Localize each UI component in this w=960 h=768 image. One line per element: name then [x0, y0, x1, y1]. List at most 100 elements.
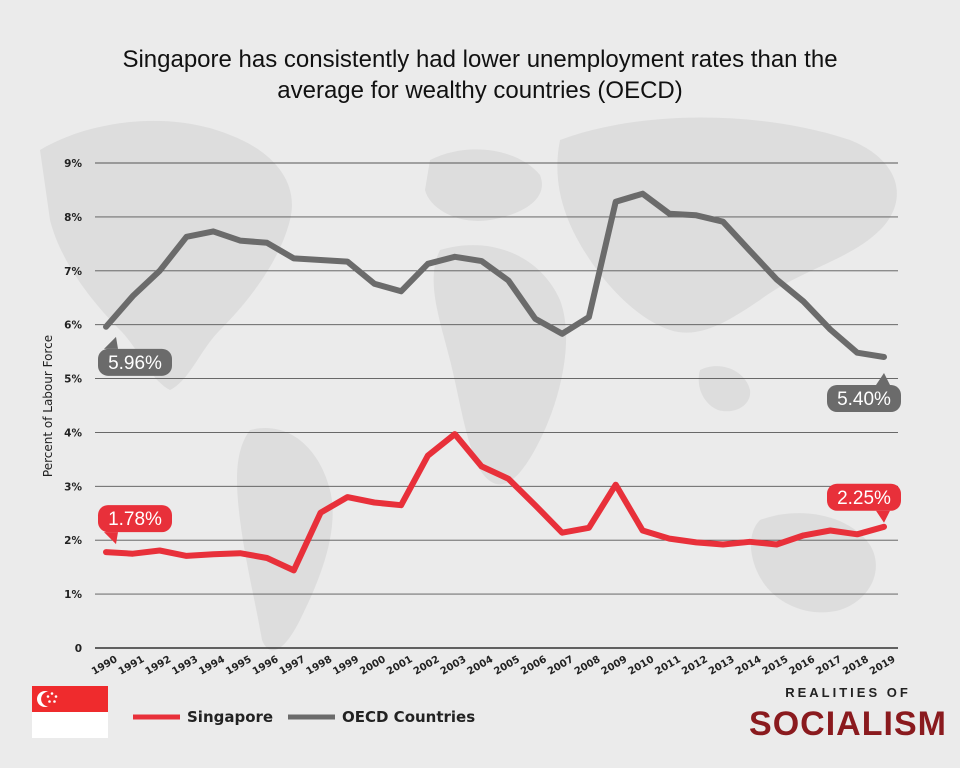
gridlines — [95, 162, 898, 649]
x-tick-label: 2013 — [707, 654, 737, 677]
callout-oecd-1990: 5.96% — [98, 336, 172, 376]
data-point — [721, 220, 725, 224]
callout-label: 2.25% — [837, 488, 891, 509]
callout-box — [827, 483, 901, 511]
data-point — [238, 551, 242, 555]
callout-oecd-2019: 5.40% — [827, 373, 901, 412]
x-tick-label: 2019 — [868, 654, 898, 677]
data-point — [641, 192, 645, 196]
x-tick-label: 1990 — [90, 654, 120, 677]
x-tick-label: 2006 — [519, 654, 549, 677]
x-tick-label: 2003 — [439, 654, 469, 677]
data-point — [748, 249, 752, 253]
data-point — [399, 503, 403, 507]
x-tick-label: 2010 — [626, 654, 656, 677]
data-point — [184, 235, 188, 239]
x-tick-label: 2014 — [734, 654, 764, 677]
y-tick-label: 1% — [64, 589, 82, 601]
data-point — [721, 543, 725, 547]
realities-of-socialism-logo: REALITIES OF SOCIALISM — [749, 685, 946, 743]
callout-box — [98, 505, 172, 533]
data-point — [426, 262, 430, 266]
x-tick-label: 2005 — [492, 654, 522, 677]
x-tick-label: 1995 — [224, 654, 254, 677]
data-point — [828, 328, 832, 332]
series-line-oecd — [103, 190, 887, 360]
callout-singapore-1990: 1.78% — [98, 505, 172, 545]
data-point — [614, 200, 618, 204]
data-point — [345, 260, 349, 264]
data-point — [292, 256, 296, 260]
callout-pointer — [876, 373, 890, 385]
data-point — [560, 531, 564, 535]
x-tick-label: 2004 — [466, 654, 496, 677]
x-tick-label: 1993 — [170, 654, 200, 677]
data-point — [104, 550, 108, 554]
data-point — [587, 526, 591, 530]
data-point — [399, 289, 403, 293]
x-tick-label: 2016 — [787, 654, 817, 677]
y-tick-label: 6% — [64, 320, 82, 332]
legend-label-oecd: OECD Countries — [342, 708, 475, 726]
world-map-background — [40, 117, 897, 651]
data-point — [158, 269, 162, 273]
legend: Singapore OECD Countries — [133, 708, 475, 726]
x-tick-label: 2017 — [814, 654, 844, 677]
callout-label: 5.96% — [108, 353, 162, 374]
data-point — [506, 278, 510, 282]
callout-label: 1.78% — [108, 509, 162, 530]
x-tick-label: 2001 — [385, 654, 415, 677]
callout-pointer — [104, 336, 118, 349]
data-point — [641, 529, 645, 533]
data-point — [855, 351, 859, 355]
logo-text-top: REALITIES OF — [785, 685, 911, 700]
callout-label: 5.40% — [837, 389, 891, 410]
x-tick-label: 2000 — [358, 654, 388, 677]
x-tick-label: 2015 — [761, 654, 791, 677]
y-axis-label: Percent of Labour Force — [41, 335, 55, 477]
data-point — [184, 554, 188, 558]
data-point — [694, 540, 698, 544]
data-point — [292, 568, 296, 572]
data-point — [426, 454, 430, 458]
value-callouts: 5.96% 5.40% 1.78% 2.25% — [98, 336, 901, 545]
callout-pointer — [876, 510, 890, 523]
data-point — [506, 477, 510, 481]
x-tick-label: 1997 — [278, 654, 308, 677]
callout-singapore-2019: 2.25% — [827, 483, 901, 523]
data-point — [748, 540, 752, 544]
data-point — [319, 511, 323, 515]
data-point — [775, 543, 779, 547]
x-tick-label: 2012 — [680, 654, 710, 677]
x-tick-label: 1998 — [305, 654, 335, 677]
chart-title-line-2: average for wealthy countries (OECD) — [277, 77, 683, 104]
data-point — [533, 317, 537, 321]
data-point — [587, 315, 591, 319]
y-tick-label: 2% — [64, 535, 82, 547]
callout-pointer — [104, 532, 118, 545]
data-point — [882, 525, 886, 529]
y-tick-label: 9% — [64, 158, 82, 170]
data-point — [319, 258, 323, 262]
data-point — [560, 332, 564, 336]
data-point — [238, 239, 242, 243]
x-tick-label: 1999 — [331, 654, 361, 677]
data-point — [265, 556, 269, 560]
callout-box — [827, 385, 901, 412]
x-tick-label: 2007 — [546, 654, 576, 677]
x-tick-label: 1996 — [251, 654, 281, 677]
legend-label-singapore: Singapore — [187, 708, 273, 726]
x-tick-label: 2018 — [841, 654, 871, 677]
data-point — [372, 282, 376, 286]
data-point — [667, 212, 671, 216]
y-tick-label: 8% — [64, 212, 82, 224]
y-tick-label: 5% — [64, 374, 82, 386]
y-tick-label: 4% — [64, 427, 82, 439]
data-point — [882, 355, 886, 359]
x-tick-label: 2002 — [412, 654, 442, 677]
data-point — [802, 299, 806, 303]
x-tick-label: 1991 — [117, 654, 147, 677]
data-point — [211, 229, 215, 233]
data-point — [480, 464, 484, 468]
data-point — [453, 432, 457, 436]
